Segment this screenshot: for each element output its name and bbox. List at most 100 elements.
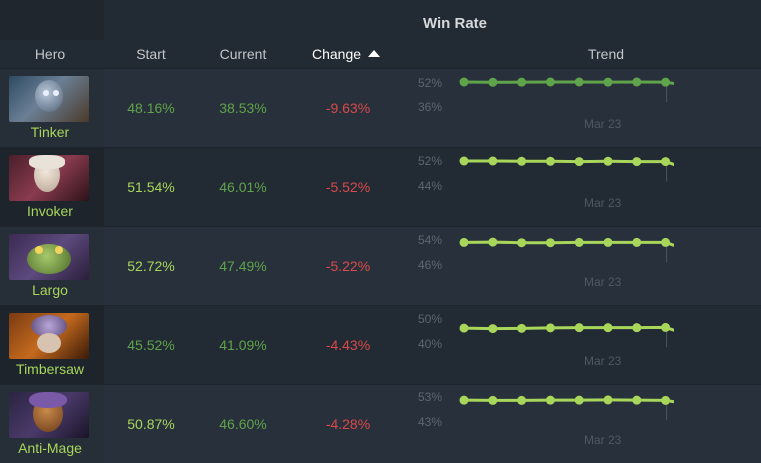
sort-ascending-icon <box>368 50 381 57</box>
win-rate-change: -5.22% <box>325 258 371 274</box>
hero-portrait <box>9 76 89 122</box>
trend-y-min-label: 40% <box>418 337 443 351</box>
table-row[interactable]: Largo 52.72% 47.49% -5.22% 54% 46% Mar 2… <box>0 227 761 305</box>
trend-point[interactable] <box>488 395 498 405</box>
trend-y-min-label: 36% <box>418 100 443 114</box>
trend-y-max-label: 52% <box>418 76 443 90</box>
trend-chart <box>459 237 674 263</box>
hero-portrait <box>9 155 89 201</box>
hero-cell[interactable]: Invoker <box>0 148 104 226</box>
column-header-hero[interactable]: Hero <box>34 46 66 62</box>
table-row[interactable]: Invoker 51.54% 46.01% -5.52% 52% 44% Mar… <box>0 148 761 226</box>
trend-x-label: Mar 23 <box>584 275 622 289</box>
trend-point[interactable] <box>545 156 555 166</box>
trend-point[interactable] <box>488 77 498 87</box>
trend-chart <box>459 77 674 103</box>
trend-point[interactable] <box>459 395 469 405</box>
trend-point[interactable] <box>603 77 613 87</box>
column-header-change[interactable]: Change <box>296 46 396 62</box>
hero-cell[interactable]: Largo <box>0 227 104 305</box>
trend-point[interactable] <box>574 323 584 333</box>
trend-point[interactable] <box>517 77 527 87</box>
trend-point[interactable] <box>632 157 642 167</box>
trend-point[interactable] <box>661 157 671 167</box>
current-win-rate: 38.53% <box>219 100 267 116</box>
win-rate-change: -4.43% <box>325 337 371 353</box>
trend-point[interactable] <box>459 237 469 247</box>
trend-point[interactable] <box>488 156 498 166</box>
trend-y-max-label: 54% <box>418 233 443 247</box>
header-spacer <box>0 0 104 40</box>
column-header-trend[interactable]: Trend <box>587 46 625 62</box>
hero-portrait <box>9 392 89 438</box>
table-row[interactable]: Tinker 48.16% 38.53% -9.63% 52% 36% Mar … <box>0 69 761 147</box>
trend-point[interactable] <box>632 323 642 333</box>
trend-point[interactable] <box>574 157 584 167</box>
trend-point[interactable] <box>574 237 584 247</box>
trend-point[interactable] <box>545 238 555 248</box>
trend-sparkline[interactable]: 53% 43% Mar 23 <box>404 385 674 463</box>
trend-point[interactable] <box>603 395 613 405</box>
column-header-current[interactable]: Current <box>219 46 267 62</box>
trend-x-label: Mar 23 <box>584 196 622 210</box>
trend-point[interactable] <box>459 323 469 333</box>
trend-point[interactable] <box>574 77 584 87</box>
win-rate-change: -4.28% <box>325 416 371 432</box>
start-win-rate: 45.52% <box>127 337 175 353</box>
trend-point[interactable] <box>603 323 613 333</box>
table-row[interactable]: Anti-Mage 50.87% 46.60% -4.28% 53% 43% M… <box>0 385 761 463</box>
hero-name[interactable]: Invoker <box>27 203 73 219</box>
trend-point[interactable] <box>517 395 527 405</box>
table-group-header: Win Rate <box>0 0 761 40</box>
trend-point[interactable] <box>661 395 671 405</box>
trend-sparkline[interactable]: 52% 36% Mar 23 <box>404 69 674 147</box>
trend-point[interactable] <box>603 237 613 247</box>
trend-point[interactable] <box>459 77 469 87</box>
current-win-rate: 46.01% <box>219 179 267 195</box>
trend-point[interactable] <box>545 395 555 405</box>
trend-y-max-label: 50% <box>418 312 443 326</box>
win-rate-change: -9.63% <box>325 100 371 116</box>
hero-portrait <box>9 234 89 280</box>
trend-point[interactable] <box>661 237 671 247</box>
trend-y-min-label: 43% <box>418 415 443 429</box>
column-header-change-label: Change <box>311 46 362 62</box>
trend-chart <box>459 395 674 421</box>
hero-name[interactable]: Largo <box>32 282 68 298</box>
hero-name[interactable]: Timbersaw <box>16 361 84 377</box>
current-win-rate: 47.49% <box>219 258 267 274</box>
trend-point[interactable] <box>488 324 498 334</box>
win-rate-group-title: Win Rate <box>422 15 488 32</box>
column-header-start[interactable]: Start <box>136 46 166 62</box>
hero-name[interactable]: Anti-Mage <box>18 440 82 456</box>
hero-cell[interactable]: Tinker <box>0 69 104 147</box>
trend-point[interactable] <box>632 237 642 247</box>
trend-point[interactable] <box>459 156 469 166</box>
hero-cell[interactable]: Timbersaw <box>0 306 104 384</box>
hero-name[interactable]: Tinker <box>30 124 70 140</box>
trend-point[interactable] <box>517 156 527 166</box>
trend-sparkline[interactable]: 52% 44% Mar 23 <box>404 148 674 226</box>
trend-point[interactable] <box>661 322 671 332</box>
trend-point[interactable] <box>517 323 527 333</box>
trend-point[interactable] <box>632 395 642 405</box>
trend-sparkline[interactable]: 54% 46% Mar 23 <box>404 227 674 305</box>
trend-point[interactable] <box>574 395 584 405</box>
trend-point[interactable] <box>603 156 613 166</box>
trend-point[interactable] <box>661 77 671 87</box>
trend-point[interactable] <box>545 323 555 333</box>
trend-point[interactable] <box>488 237 498 247</box>
column-header-row: Hero Start Current Change Trend <box>0 40 761 68</box>
start-win-rate: 52.72% <box>127 258 175 274</box>
trend-point[interactable] <box>545 77 555 87</box>
trend-sparkline[interactable]: 50% 40% Mar 23 <box>404 306 674 384</box>
trend-point[interactable] <box>632 77 642 87</box>
hero-cell[interactable]: Anti-Mage <box>0 385 104 463</box>
start-win-rate: 50.87% <box>127 416 175 432</box>
hero-portrait <box>9 313 89 359</box>
table-row[interactable]: Timbersaw 45.52% 41.09% -4.43% 50% 40% M… <box>0 306 761 384</box>
trend-x-label: Mar 23 <box>584 433 622 447</box>
trend-x-label: Mar 23 <box>584 117 622 131</box>
trend-y-max-label: 53% <box>418 390 443 404</box>
trend-point[interactable] <box>517 238 527 248</box>
